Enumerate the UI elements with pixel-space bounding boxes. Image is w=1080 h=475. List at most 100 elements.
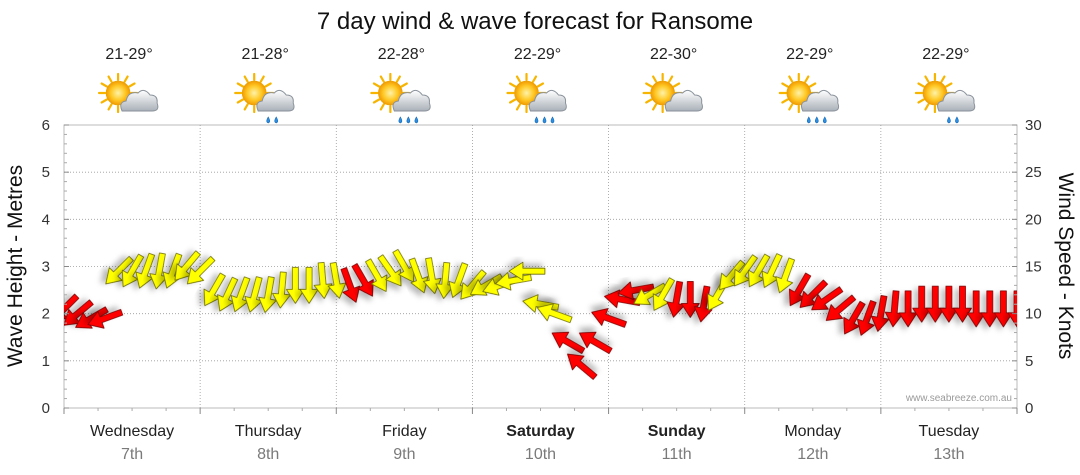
sun-ray [236, 82, 245, 88]
showers-icon [778, 72, 840, 124]
showers-icon [506, 72, 567, 124]
light-rain-icon [234, 72, 295, 124]
wind-arrow [811, 286, 844, 311]
plot-area [63, 124, 1018, 409]
sun-ray [536, 82, 545, 88]
raindrop [806, 116, 811, 124]
right-tick-label: 30 [1025, 117, 1042, 134]
raindrop [955, 116, 959, 124]
wind-arrow [912, 285, 932, 323]
wind-arrow [435, 262, 455, 299]
right-tick-label: 25 [1025, 164, 1042, 181]
sun-disc [105, 80, 131, 106]
wind-arrow [186, 255, 216, 285]
raindrop [534, 116, 539, 124]
cloud-shape [256, 89, 295, 112]
temperature-range: 22-29° [786, 46, 833, 63]
wind-arrow [980, 290, 1000, 328]
sun-ray [372, 82, 381, 88]
left-tick-label: 2 [42, 306, 50, 323]
wind-arrow [994, 290, 1013, 328]
wind-arrow [898, 290, 918, 328]
wind-arrow-series [64, 249, 1017, 380]
sun-ray [652, 103, 658, 111]
sun-disc [514, 80, 539, 106]
wind-arrow [719, 259, 746, 291]
sun-ray [917, 98, 925, 104]
day-name-label: Monday [784, 423, 841, 440]
sun-disc [378, 80, 403, 106]
wind-arrow [377, 254, 402, 287]
partly-cloudy-icon [97, 72, 159, 114]
wind-arrow [567, 353, 598, 380]
sun-ray [515, 103, 522, 111]
sun-ray [128, 82, 136, 88]
raindrop [947, 116, 951, 124]
sun-icon [97, 72, 139, 114]
cloud-icon [664, 89, 703, 112]
sun-ray [107, 103, 113, 111]
raindrops-icon [534, 116, 555, 124]
sun-ray [808, 82, 817, 88]
raindrop [266, 116, 271, 124]
wind-arrow [313, 262, 333, 299]
wind-speed-axis: 0 5 10 15 20 25 30 [1012, 117, 1042, 417]
cloud-shape [800, 89, 840, 112]
day-axis-labels: Wednesday 7th Thursday 8th Friday 9th Saturday… [63, 408, 1018, 463]
sun-ray [379, 103, 385, 111]
wind-arrow [939, 285, 959, 323]
right-axis-title: Wind Speed - Knots [1054, 173, 1077, 360]
wind-arrow [870, 295, 890, 332]
right-tick-label: 10 [1025, 306, 1042, 323]
wind-arrow [272, 271, 291, 309]
wind-arrow [884, 290, 904, 328]
credit-watermark: www.seabreeze.com.au [905, 393, 1012, 404]
wind-arrow [258, 276, 277, 313]
raindrop [814, 116, 819, 124]
wind-arrow [733, 254, 758, 287]
wind-arrow [775, 257, 795, 294]
left-tick-label: 1 [42, 353, 50, 370]
cloud-icon [937, 89, 976, 112]
temperature-range: 22-28° [378, 46, 425, 63]
sun-ray [788, 75, 794, 83]
wind-arrow [340, 267, 361, 303]
wind-arrow [799, 279, 829, 308]
cloud-shape [392, 89, 431, 112]
day-name-label: Friday [382, 423, 426, 440]
sun-ray [924, 75, 930, 83]
left-tick-label: 5 [42, 164, 50, 181]
sun-ray [236, 98, 245, 104]
sun-ray [508, 98, 517, 104]
sun-ray [372, 98, 381, 104]
raindrops-icon [266, 116, 279, 124]
wind-arrow [149, 252, 168, 290]
wind-arrow [666, 280, 686, 318]
wind-arrow [652, 277, 675, 311]
wind-arrow [579, 331, 613, 354]
left-tick-label: 3 [42, 259, 50, 276]
raindrop [274, 116, 279, 124]
temperature-range: 21-29° [105, 46, 152, 63]
right-tick-label: 20 [1025, 211, 1042, 228]
right-tick-label: 0 [1025, 400, 1033, 417]
wind-arrow [789, 272, 812, 307]
cloud-shape [528, 89, 567, 112]
raindrop [542, 116, 547, 124]
sun-ray [917, 82, 925, 88]
sun-ray [652, 75, 658, 83]
sun-ray [400, 82, 408, 88]
sun-disc [786, 80, 812, 106]
sun-ray [259, 75, 265, 83]
wind-arrow [633, 282, 667, 305]
wind-arrow [591, 308, 627, 328]
raindrops-icon [947, 116, 959, 124]
wind-arrow [121, 253, 145, 288]
wind-arrow [966, 290, 986, 328]
wind-arrow [843, 300, 866, 335]
wind-arrow [64, 299, 94, 326]
cloud-icon [120, 89, 159, 112]
left-tick-label: 4 [42, 211, 50, 228]
raindrops-icon [806, 116, 827, 124]
sun-ray [100, 98, 108, 104]
